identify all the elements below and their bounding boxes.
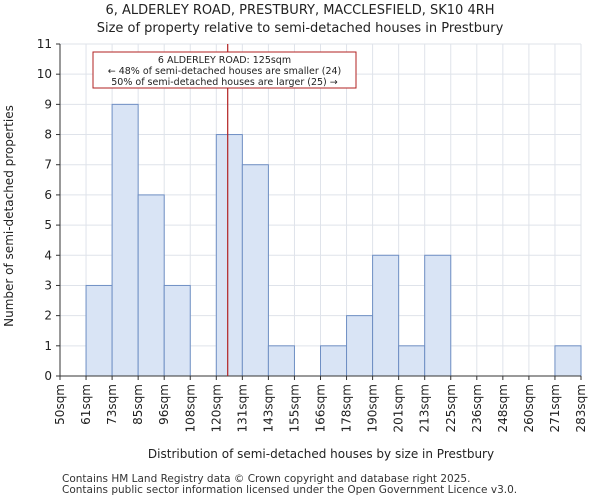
x-tick-label: 236sqm xyxy=(470,384,484,432)
bar-201sqm xyxy=(398,345,426,377)
annotation-box xyxy=(92,51,357,89)
y-tick-label: 5 xyxy=(44,218,52,232)
x-tick-label: 225sqm xyxy=(444,384,458,432)
x-tick-label: 120sqm xyxy=(209,384,223,432)
bars xyxy=(85,103,582,377)
annotation-line-2: ← 48% of semi-detached houses are smalle… xyxy=(108,66,342,77)
annotation-line-3: 50% of semi-detached houses are larger (… xyxy=(111,77,338,88)
x-tick-label: 213sqm xyxy=(418,384,432,432)
x-tick-label: 260sqm xyxy=(522,384,536,432)
chart-title: 6, ALDERLEY ROAD, PRESTBURY, MACCLESFIEL… xyxy=(105,3,495,18)
x-tick-label: 190sqm xyxy=(366,384,380,432)
x-tick-label: 50sqm xyxy=(53,384,67,425)
x-tick-label: 108sqm xyxy=(183,384,197,432)
y-tick-label: 11 xyxy=(37,37,52,51)
y-axis-label: Number of semi-detached properties xyxy=(2,105,16,327)
x-tick-label: 178sqm xyxy=(340,384,354,432)
bar-96sqm xyxy=(163,284,191,377)
x-tick-label: 61sqm xyxy=(79,384,93,425)
y-tick-label: 8 xyxy=(44,128,52,142)
x-tick-label: 131sqm xyxy=(235,384,249,432)
x-tick-label: 166sqm xyxy=(314,384,328,432)
bar-271sqm xyxy=(554,345,582,377)
bar-61sqm xyxy=(85,284,113,377)
bar-178sqm xyxy=(346,315,374,377)
x-tick-label: 96sqm xyxy=(157,384,171,425)
bar-73sqm xyxy=(111,103,139,377)
y-tick-label: 0 xyxy=(44,369,52,383)
y-tick-label: 4 xyxy=(44,248,52,262)
footer-licence: Contains public sector information licen… xyxy=(62,484,518,496)
bar-131sqm xyxy=(241,164,269,377)
x-tick-label: 283sqm xyxy=(574,384,588,432)
y-tick-label: 7 xyxy=(44,158,52,172)
x-tick-label: 201sqm xyxy=(392,384,406,432)
bar-143sqm xyxy=(267,345,295,377)
y-tick-label: 10 xyxy=(37,67,52,81)
marker-group: 6 ALDERLEY ROAD: 125sqm← 48% of semi-det… xyxy=(92,44,357,376)
footer-copyright: Contains HM Land Registry data © Crown c… xyxy=(62,473,471,485)
y-tick-label: 1 xyxy=(44,339,52,353)
bar-166sqm xyxy=(320,345,348,377)
chart-subtitle: Size of property relative to semi-detach… xyxy=(96,21,504,36)
bar-213sqm xyxy=(424,254,452,377)
x-tick-label: 248sqm xyxy=(496,384,510,432)
bar-85sqm xyxy=(137,194,165,377)
x-tick-label: 271sqm xyxy=(548,384,562,432)
x-tick-label: 73sqm xyxy=(105,384,119,425)
x-tick-label: 85sqm xyxy=(131,384,145,425)
y-tick-label: 3 xyxy=(44,278,52,292)
x-tick-label: 155sqm xyxy=(287,384,301,432)
x-ticks: 50sqm 61sqm 73sqm 85sqm 96sqm 108sqm 120sqm 131… xyxy=(53,376,588,432)
y-ticks: 0 1 2 3 4 5 6 7 8 9 10 11 xyxy=(37,37,60,383)
x-axis-label: Distribution of semi-detached houses by … xyxy=(148,447,494,461)
x-tick-label: 143sqm xyxy=(261,384,275,432)
bar-120sqm xyxy=(215,134,243,377)
bar-190sqm xyxy=(372,254,400,377)
annotation-line-1: 6 ALDERLEY ROAD: 125sqm xyxy=(158,55,291,66)
y-tick-label: 2 xyxy=(44,309,52,323)
y-tick-label: 9 xyxy=(44,97,52,111)
y-tick-label: 6 xyxy=(44,188,52,202)
